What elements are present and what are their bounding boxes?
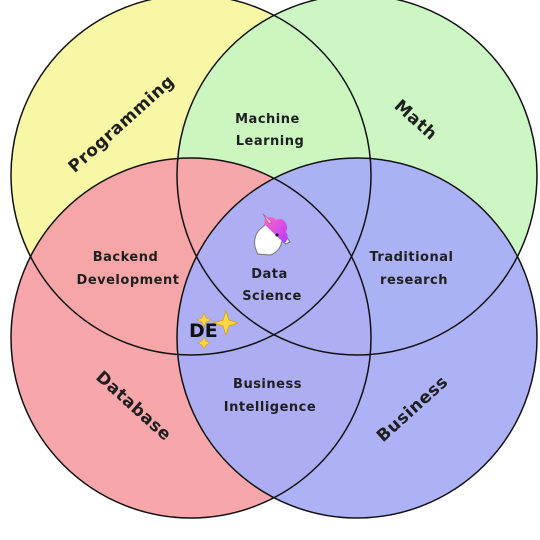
sparkle-icon (196, 309, 240, 350)
backend-development-label: Backend Development (77, 250, 180, 288)
business-circle (177, 158, 537, 518)
business-intelligence-label: Business Intelligence (224, 377, 316, 415)
traditional-research-label: Traditional research (369, 250, 458, 288)
unicorn-icon (254, 213, 291, 256)
machine-learning-label: Machine Learning (235, 112, 305, 149)
data-science-label: Data Science (242, 267, 302, 304)
de-badge: DE (189, 320, 218, 342)
